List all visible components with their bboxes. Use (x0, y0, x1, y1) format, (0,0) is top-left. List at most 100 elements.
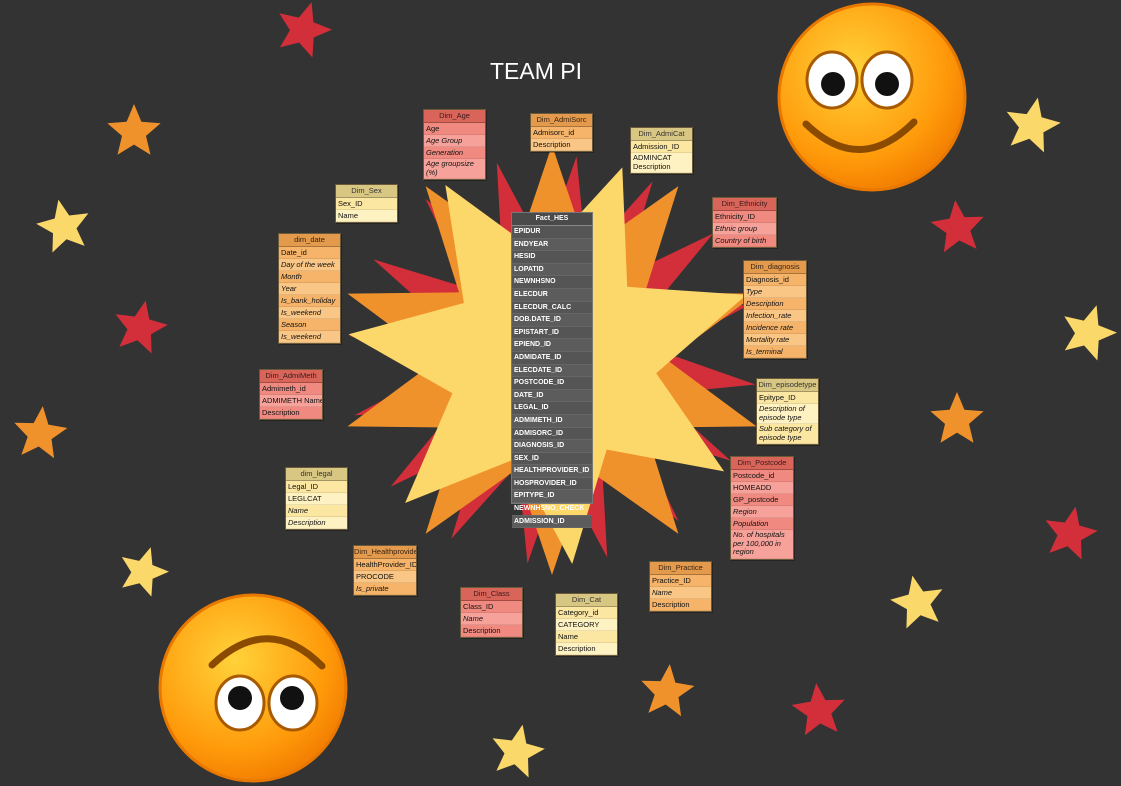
fact-field: DOB.DATE_ID (512, 314, 592, 327)
dim-table-title: Dim_AdmiCat (631, 128, 692, 141)
dim-sex-table[interactable]: Dim_Sex Sex_ID Name (335, 184, 398, 223)
dim-field: CATEGORY (556, 619, 617, 631)
fact-field: POSTCODE_ID (512, 377, 592, 390)
dim-table-title: Dim_Cat (556, 594, 617, 607)
dim-field: Description (531, 139, 592, 151)
fact-field: HOSPROVIDER_ID (512, 478, 592, 491)
fact-field: ENDYEAR (512, 238, 592, 252)
dim-field: HealthProvider_ID (354, 560, 416, 571)
star-icon (791, 683, 845, 736)
dim-field: Sub category of episode type (757, 424, 818, 444)
dim-field: Is_weekend (279, 307, 340, 319)
dim-postcode-table[interactable]: Dim_Postcode Postcode_id HOMEADD GP_postcod… (730, 456, 794, 560)
dim-healthprovider-table[interactable]: Dim_Healthprovider HealthProvider_ID PROCO… (353, 545, 417, 596)
dim-field: Description (556, 643, 617, 655)
fact-field: EPITYPE_ID (512, 490, 592, 504)
fact-field: EPIEND_ID (512, 339, 592, 352)
smiley-face-icon (777, 2, 967, 192)
dim-field: Practice_ID (650, 575, 711, 587)
dim-admimeth-table[interactable]: Dim_AdmiMeth Admimeth_id ADMIMETH Name Desc… (259, 369, 323, 420)
fact-field: DATE_ID (512, 389, 592, 403)
fact-field: HEALTHPROVIDER_ID (512, 465, 592, 478)
dim-table-title: Dim_AdmiMeth (260, 370, 322, 383)
dim-table-title: Dim_Class (461, 588, 522, 601)
dim-table-title: Dim_diagnosis (744, 261, 806, 274)
dim-field: Is_private (354, 583, 416, 595)
dim-field: No. of hospitals per 100,000 in region (731, 530, 793, 559)
dim-table-title: Dim_Postcode (731, 457, 793, 470)
dim-admicat-table[interactable]: Dim_AdmiCat Admission_ID ADMINCAT Descript… (630, 127, 693, 174)
dim-table-title: Dim_AdmiSorc (531, 114, 592, 127)
dim-field: Infection_rate (744, 310, 806, 322)
dim-field: Admission_ID (631, 141, 692, 153)
star-icon (107, 104, 161, 155)
star-icon (121, 547, 169, 597)
fact-field: HESID (512, 251, 592, 264)
dim-field: Incidence rate (744, 322, 806, 334)
dim-field: Is_weekend (279, 331, 340, 343)
dim-cat-table[interactable]: Dim_Cat Category_id CATEGORY Name Descriptio… (555, 593, 618, 656)
dim-age-table[interactable]: Dim_Age Age Age Group Generation Age groupsi… (423, 109, 486, 180)
dim-field: Generation (424, 147, 485, 159)
dim-field: Sex_ID (336, 198, 397, 210)
dim-field: Name (461, 613, 522, 625)
dim-field: Is_terminal (744, 346, 806, 358)
dim-field: ADMINCAT Description (631, 153, 692, 173)
dim-field: ADMIMETH Name (260, 395, 322, 407)
dim-field: PROCODE (354, 571, 416, 583)
dim-episodetype-table[interactable]: Dim_episodetype Epitype_ID Description of … (756, 378, 819, 445)
star-icon (641, 664, 695, 717)
fact-field: ADMIMETH_ID (512, 414, 592, 428)
dim-field: GP_postcode (731, 494, 793, 506)
dim-legal-table[interactable]: dim_legal Legal_ID LEGLCAT Name Description (285, 467, 348, 530)
dim-field: Name (650, 587, 711, 599)
star-icon (890, 575, 943, 629)
fact-field: ADMISORC_ID (512, 428, 592, 441)
fact-field: ADMISSION_ID (512, 515, 592, 529)
dim-date-table[interactable]: dim_date Date_id Day of the week Month Year I… (278, 233, 341, 344)
star-icon (1006, 97, 1061, 153)
fact-field: ELECDATE_ID (512, 364, 592, 378)
dim-class-table[interactable]: Dim_Class Class_ID Name Description (460, 587, 523, 638)
fact-table[interactable]: Fact_HES EPIDUR ENDYEAR HESID LOPATID NEWNHS… (511, 212, 593, 529)
dim-table-title: Dim_Age (424, 110, 485, 123)
dim-field: Day of the week (279, 259, 340, 271)
dim-table-title: Dim_Healthprovider (354, 546, 416, 559)
dim-field: Epitype_ID (757, 392, 818, 404)
dim-diagnosis-table[interactable]: Dim_diagnosis Diagnosis_id Type Description… (743, 260, 807, 359)
dim-field: Legal_ID (286, 481, 347, 493)
fact-field: ELECDUR_CALC (512, 302, 592, 315)
dim-field: Name (286, 505, 347, 517)
dim-ethnicity-table[interactable]: Dim_Ethnicity Ethnicity_ID Ethnic group Cou… (712, 197, 777, 248)
dim-admisorc-table[interactable]: Dim_AdmiSorc Admisorc_id Description (530, 113, 593, 152)
fact-field: ELECDUR (512, 288, 592, 302)
dim-field: Name (556, 631, 617, 643)
dim-field: Age groupsize (%) (424, 159, 485, 179)
star-icon (36, 199, 89, 253)
dim-field: Class_ID (461, 601, 522, 613)
fact-table-title: Fact_HES (512, 213, 592, 226)
dim-table-title: Dim_Ethnicity (713, 198, 776, 211)
star-icon (115, 300, 168, 354)
fact-field: DIAGNOSIS_ID (512, 440, 592, 453)
dim-field: Description (650, 599, 711, 611)
star-icon (930, 200, 984, 253)
dim-field: Age Group (424, 135, 485, 147)
dim-table-title: dim_legal (286, 468, 347, 481)
fact-field: NEWNHSNO_CHECK (512, 503, 592, 516)
dim-field: Diagnosis_id (744, 274, 806, 286)
dim-practice-table[interactable]: Dim_Practice Practice_ID Name Description (649, 561, 712, 612)
dim-field: Description (286, 517, 347, 529)
fact-field: ADMIDATE_ID (512, 352, 592, 365)
dim-field: Type (744, 286, 806, 298)
fact-field: SEX_ID (512, 453, 592, 466)
dim-field: Mortality rate (744, 334, 806, 346)
dim-field: Season (279, 319, 340, 331)
dim-field: HOMEADD (731, 482, 793, 494)
dim-field: Description (461, 625, 522, 637)
fact-field: LEGAL_ID (512, 402, 592, 415)
dim-field: Age (424, 123, 485, 135)
dim-field: Admisorc_id (531, 127, 592, 139)
dim-field: Date_id (279, 247, 340, 259)
dim-field: Category_id (556, 607, 617, 619)
